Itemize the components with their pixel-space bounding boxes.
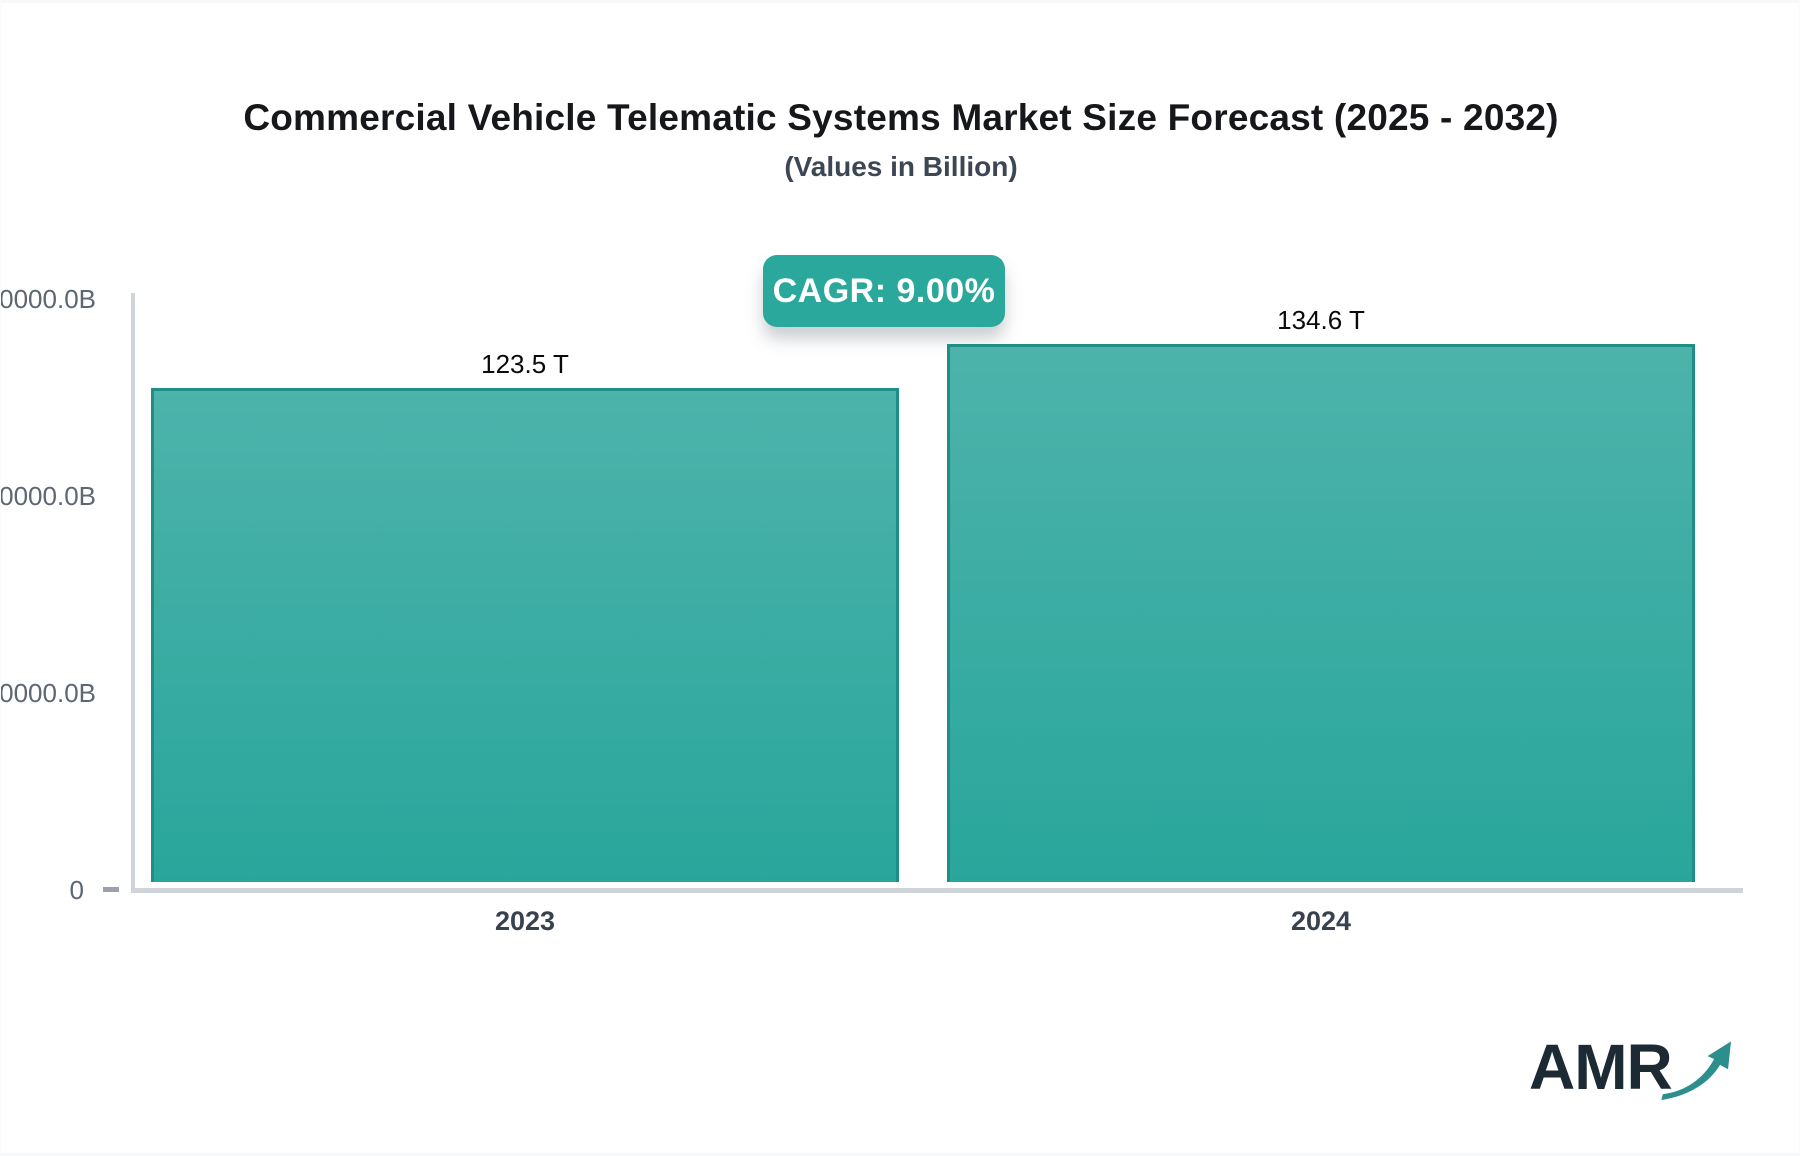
chart-subtitle: (Values in Billion) — [784, 151, 1018, 182]
chart-title: Commercial Vehicle Telematic Systems Mar… — [243, 97, 1559, 138]
y-axis-tick-label: 0000.0B — [0, 678, 96, 708]
bar-2023[interactable] — [151, 388, 899, 882]
y-axis-tick-label: 0000.0B — [0, 284, 96, 314]
y-axis-line — [131, 293, 135, 893]
amr-logo-text: AMR — [1529, 1031, 1673, 1103]
bar-2024[interactable] — [947, 344, 1695, 882]
x-axis-label-2024: 2024 — [1290, 906, 1352, 936]
y-axis-tick-label: 0000.0B — [0, 481, 96, 511]
x-axis-line — [131, 888, 1743, 893]
amr-logo: AMR — [1529, 1035, 1738, 1103]
zero-tick-mark — [103, 887, 119, 892]
y-axis-tick-label: 0 — [69, 875, 84, 905]
logo-growth-arrow-icon — [1661, 1041, 1731, 1101]
bar-value-label-2024: 134.6 T — [1277, 305, 1365, 335]
cagr-badge-label: CAGR: 9.00% — [772, 271, 996, 310]
x-axis-label-2023: 2023 — [494, 906, 556, 936]
cagr-badge: CAGR: 9.00% — [763, 255, 1005, 327]
bar-value-label-2023: 123.5 T — [481, 349, 569, 379]
